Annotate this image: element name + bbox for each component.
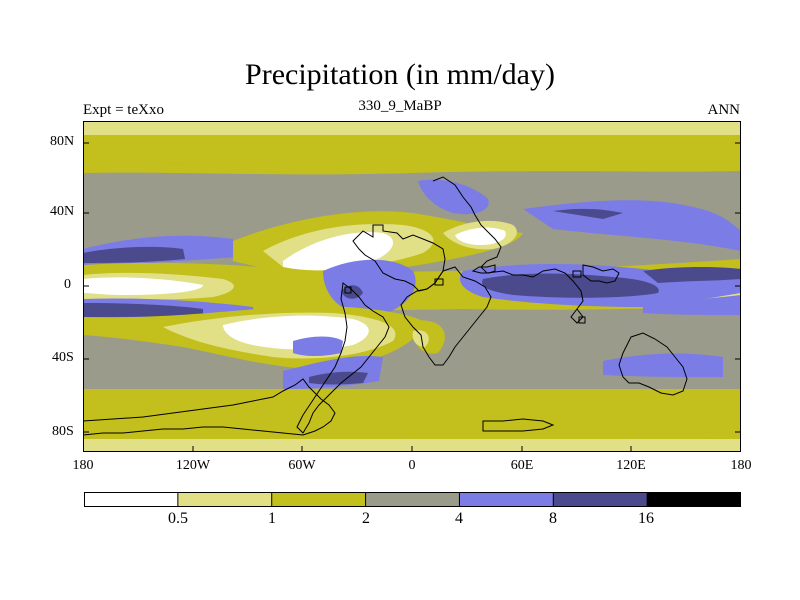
colorbar-label-4: 4 bbox=[455, 510, 463, 527]
colorbar-swatch bbox=[459, 492, 554, 507]
lat-label-40s: 40S bbox=[52, 350, 74, 365]
colorbar-label-8: 8 bbox=[549, 510, 557, 527]
colorbar-label-2: 2 bbox=[362, 510, 370, 527]
lon-label-120e: 120E bbox=[616, 458, 646, 473]
colorbar-swatch bbox=[365, 492, 460, 507]
colorbar-swatch bbox=[647, 492, 741, 507]
lon-label-180e: 180 bbox=[730, 458, 752, 473]
colorbar-label-1: 1 bbox=[268, 510, 276, 527]
colorbar-swatch bbox=[271, 492, 367, 507]
experiment-label: Expt = teXxo bbox=[83, 102, 164, 118]
lat-label-40n: 40N bbox=[50, 204, 75, 219]
run-label: 330_9_MaBP bbox=[358, 98, 442, 114]
precipitation-map bbox=[83, 121, 741, 452]
lon-label-60e: 60E bbox=[510, 458, 534, 473]
lat-label-0: 0 bbox=[64, 277, 71, 292]
colorbar-swatch bbox=[84, 492, 179, 507]
colorbar-label-16: 16 bbox=[638, 510, 654, 527]
colorbar-label-0-5: 0.5 bbox=[168, 510, 188, 527]
lon-label-0: 0 bbox=[408, 458, 416, 473]
lon-label-180w: 180 bbox=[72, 458, 94, 473]
season-label: ANN bbox=[707, 102, 741, 118]
colorbar bbox=[84, 492, 741, 507]
lon-label-60w: 60W bbox=[288, 458, 316, 473]
lat-label-80s: 80S bbox=[52, 424, 74, 439]
plot-title: Precipitation (in mm/day) bbox=[245, 58, 555, 91]
lon-label-120w: 120W bbox=[175, 458, 211, 473]
colorbar-swatch bbox=[177, 492, 273, 507]
lat-label-80n: 80N bbox=[50, 134, 75, 149]
colorbar-swatch bbox=[553, 492, 648, 507]
